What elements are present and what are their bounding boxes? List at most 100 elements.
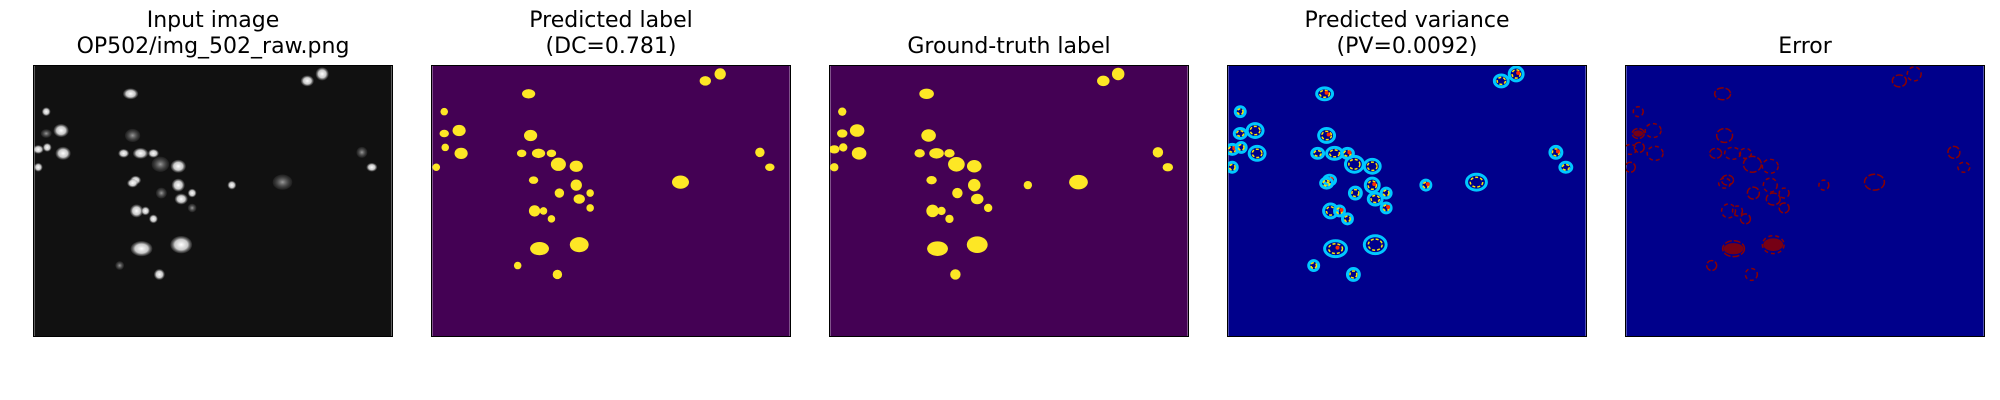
segment — [554, 188, 565, 198]
variance-ring — [1379, 201, 1393, 215]
segment — [929, 148, 944, 159]
variance-hotspot — [1339, 207, 1344, 212]
variance-ring-inner — [1351, 188, 1360, 198]
segment — [830, 163, 839, 172]
error-blob — [1763, 238, 1784, 252]
segment — [441, 143, 449, 152]
variance-hotspot — [1386, 204, 1391, 209]
error-outline — [1742, 155, 1763, 173]
variance-hotspot — [1372, 182, 1377, 187]
variance-ring-inner — [1327, 243, 1344, 255]
variance-ring-inner — [1343, 215, 1351, 223]
variance-ring — [1333, 204, 1346, 218]
variance-hotspot — [1555, 149, 1560, 154]
variance-ring — [1366, 191, 1384, 207]
segment — [440, 107, 449, 116]
error-outline — [1708, 147, 1723, 160]
segment — [1152, 147, 1164, 158]
title-line: (DC=0.781) — [545, 34, 677, 59]
title-line: Error — [1778, 34, 1832, 59]
segment — [837, 129, 848, 138]
error-outline — [1731, 205, 1744, 217]
input-image-frame — [33, 65, 393, 337]
segment — [570, 179, 582, 191]
nucleus — [41, 107, 51, 117]
variance-ring — [1247, 144, 1267, 162]
variance-ring-inner — [1251, 148, 1263, 159]
segment — [1023, 180, 1033, 190]
panel-ground-truth-label: Ground-truth label — [829, 0, 1189, 400]
variance-ring-inner — [1469, 176, 1484, 188]
nucleus — [356, 146, 368, 158]
segment — [914, 149, 925, 158]
segment — [699, 76, 711, 86]
variance-ring-inner — [1370, 194, 1381, 204]
variance-ring-inner — [1366, 161, 1378, 172]
panel-title: Error — [1565, 34, 2000, 60]
error-outline — [1761, 234, 1785, 255]
segment — [1111, 67, 1125, 81]
variance-ring — [1234, 140, 1248, 154]
error-outline — [1720, 203, 1737, 219]
segment — [528, 176, 539, 184]
segment — [547, 215, 556, 223]
variance-ring — [1233, 105, 1247, 119]
variance-ring — [1379, 186, 1393, 200]
error-outline — [1746, 186, 1761, 200]
variance-ring — [1228, 160, 1239, 174]
segment — [944, 149, 955, 158]
error-outline — [1631, 127, 1645, 140]
variance-ring — [1317, 127, 1337, 144]
variance-ring — [1340, 212, 1354, 226]
error-outline — [1713, 87, 1732, 101]
segment — [1069, 174, 1088, 190]
variance-ring — [1228, 142, 1240, 156]
segment — [948, 156, 965, 172]
nucleus — [130, 241, 153, 257]
segment — [927, 241, 948, 256]
error-outline — [1761, 158, 1779, 174]
error-outline — [1891, 74, 1907, 88]
nucleus — [187, 203, 197, 213]
variance-ring-inner — [1328, 149, 1341, 158]
variance-ring — [1323, 239, 1348, 259]
segment — [839, 143, 848, 152]
variance-ring — [1232, 127, 1248, 140]
image-background — [432, 66, 790, 336]
segment — [970, 193, 984, 205]
segment — [528, 205, 541, 217]
error-outline — [1778, 187, 1790, 199]
nucleus — [187, 188, 197, 198]
variance-hotspot — [1425, 182, 1430, 187]
panel-title: Predicted label (DC=0.781) — [371, 8, 851, 60]
nucleus — [147, 148, 159, 158]
image-background — [34, 66, 392, 336]
error-outline — [1818, 179, 1830, 191]
variance-ring — [1548, 144, 1564, 160]
variance-ring-inner — [1561, 163, 1571, 171]
variance-hotspot — [1335, 245, 1340, 250]
segment — [966, 160, 982, 173]
error-outline — [1957, 161, 1971, 173]
error-outline — [1723, 146, 1742, 161]
nucleus — [170, 159, 186, 173]
nucleus — [149, 214, 158, 224]
variance-ring — [1245, 122, 1265, 139]
nucleus — [366, 162, 378, 172]
variance-ring — [1319, 176, 1335, 190]
variance-hotspot — [1324, 90, 1329, 95]
variance-ring — [1322, 202, 1340, 220]
segment — [586, 189, 594, 197]
variance-ring — [1492, 73, 1510, 89]
variance-ring-inner — [1511, 69, 1522, 79]
variance-frame — [1227, 65, 1587, 337]
segment — [586, 204, 594, 212]
variance-ring-inner — [1237, 143, 1245, 151]
nucleus — [315, 67, 329, 81]
variance-ring — [1558, 160, 1574, 174]
title-line: (PV=0.0092) — [1336, 34, 1478, 59]
panel-title: Predicted variance (PV=0.0092) — [1167, 8, 1647, 60]
nucleus — [227, 180, 237, 190]
segment — [1162, 163, 1174, 172]
segment — [516, 149, 527, 158]
